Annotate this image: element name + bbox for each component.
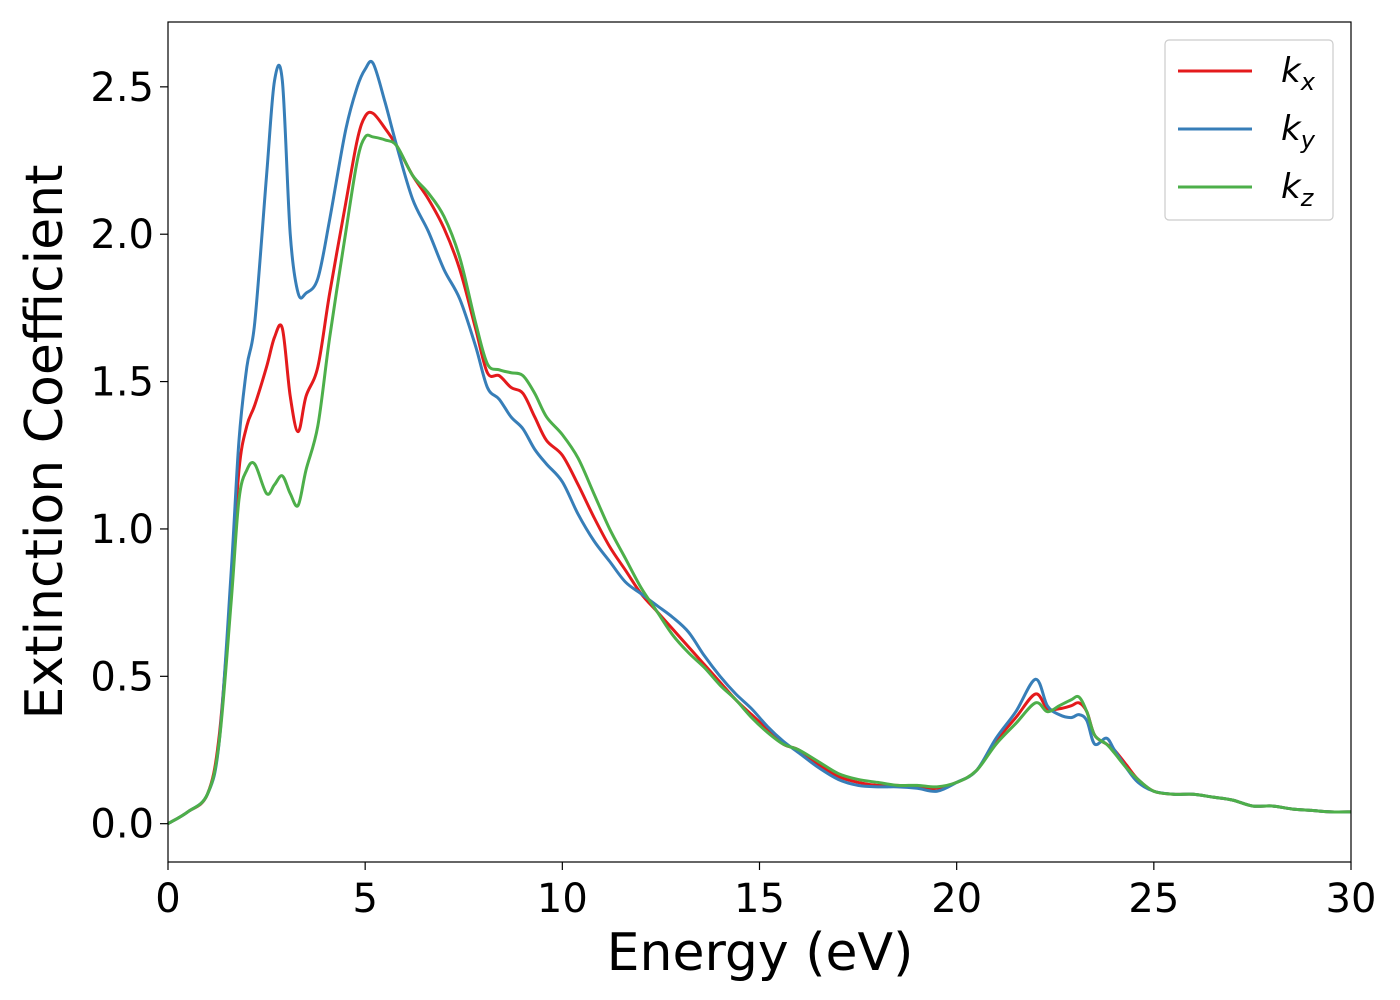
y-tick-label: 0.0 — [90, 802, 154, 848]
series-layer — [167, 59, 1352, 825]
x-tick-label: 25 — [1128, 876, 1179, 922]
legend-subscript: y — [1300, 126, 1316, 154]
legend-subscript: z — [1300, 184, 1315, 212]
y-tick-label: 2.0 — [90, 212, 154, 258]
y-axis-label: Extinction Coefficient — [15, 165, 75, 720]
x-tick-label: 30 — [1326, 876, 1377, 922]
x-tick-label: 15 — [734, 876, 785, 922]
x-tick-label: 5 — [352, 876, 377, 922]
y-tick-label: 1.5 — [90, 360, 154, 406]
x-tick-label: 10 — [537, 876, 588, 922]
series-line-kz — [167, 133, 1352, 825]
x-axis-label: Energy (eV) — [607, 923, 914, 983]
y-tick-label: 2.5 — [90, 65, 154, 111]
series-line-ky — [167, 59, 1352, 825]
x-tick-label: 0 — [155, 876, 180, 922]
x-tick-label: 20 — [931, 876, 982, 922]
y-axis-ticks: 0.0 0.5 1.0 1.5 2.0 2.5 — [90, 65, 168, 848]
y-tick-label: 1.0 — [90, 507, 154, 553]
x-axis-ticks: 0 5 10 15 20 25 30 — [155, 862, 1376, 922]
legend-subscript: x — [1300, 68, 1316, 96]
y-tick-label: 0.5 — [90, 654, 154, 700]
